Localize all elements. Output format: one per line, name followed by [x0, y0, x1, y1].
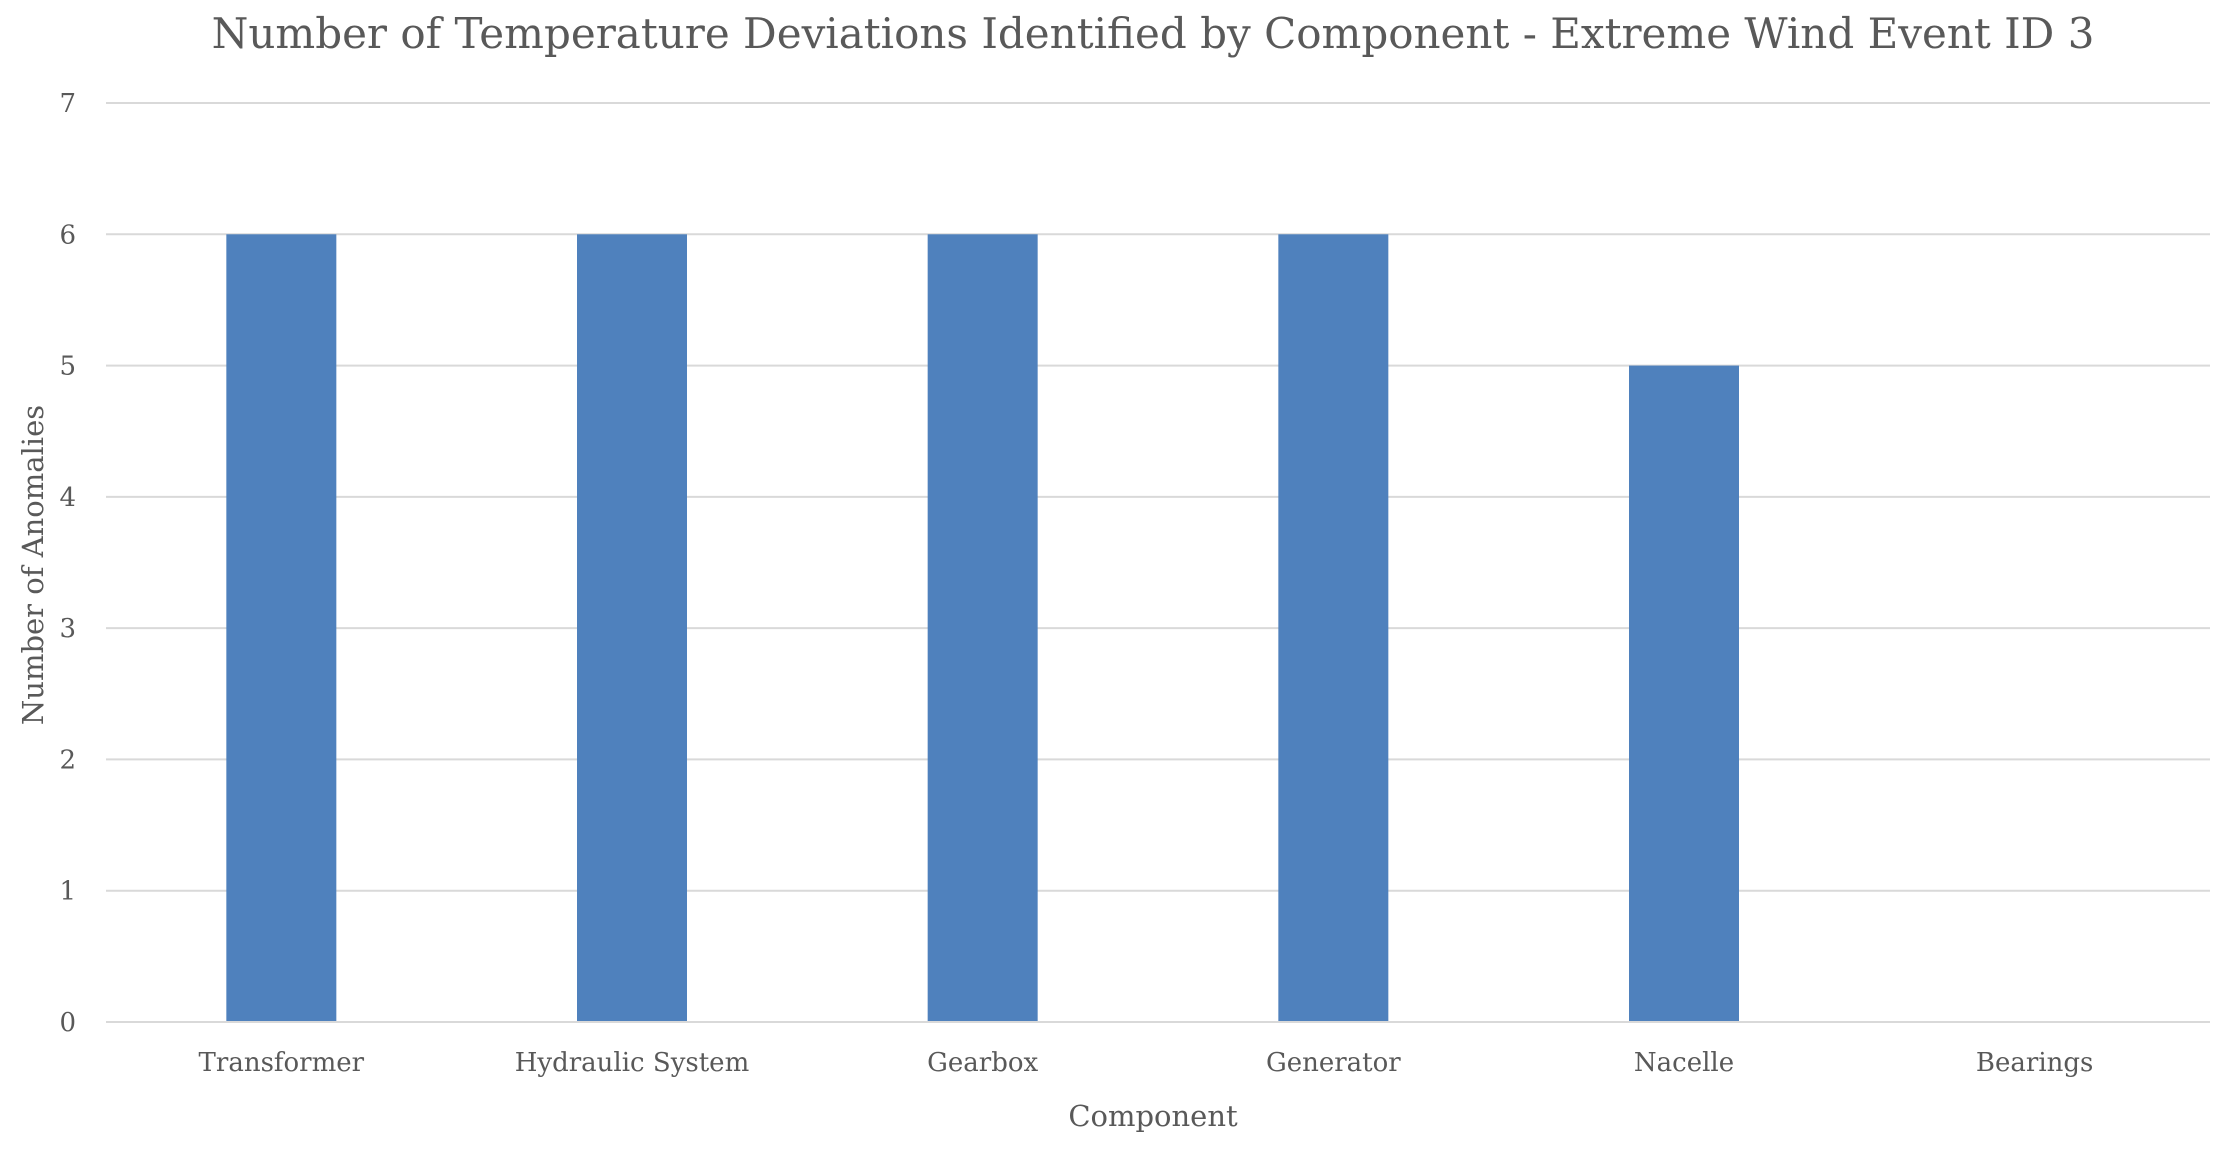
x-tick-label: Bearings: [1976, 1048, 2093, 1078]
y-tick-label: 1: [59, 877, 76, 907]
y-tick-label: 2: [59, 745, 76, 775]
bar-hydraulic-system: [577, 234, 687, 1023]
y-tick-label: 5: [59, 352, 76, 382]
bar-generator: [1278, 234, 1389, 1023]
x-tick-label: Hydraulic System: [515, 1048, 749, 1078]
gridlines: [106, 102, 2210, 892]
bar-gearbox: [927, 234, 1038, 1023]
y-tick-labels: 0 1 2 3 4 5 6 7: [59, 89, 76, 1038]
x-tick-labels: Transformer Hydraulic System Gearbox Genera…: [199, 1048, 2094, 1078]
x-tick-label: Nacelle: [1634, 1048, 1734, 1078]
x-tick-label: Transformer: [199, 1048, 365, 1078]
y-tick-label: 4: [59, 483, 76, 513]
x-tick-label: Generator: [1266, 1048, 1401, 1078]
bar-nacelle: [1629, 365, 1739, 1023]
y-tick-label: 3: [59, 614, 76, 644]
bar-transformer: [226, 234, 337, 1023]
y-axis-title: Number of Anomalies: [16, 405, 50, 725]
chart-title: Number of Temperature Deviations Identif…: [212, 9, 2095, 58]
bars: [226, 234, 1739, 1023]
y-tick-label: 7: [59, 89, 76, 119]
y-tick-label: 0: [59, 1008, 76, 1038]
x-axis-title: Component: [1068, 1099, 1238, 1133]
x-tick-label: Gearbox: [927, 1048, 1038, 1078]
y-tick-label: 6: [59, 220, 76, 250]
